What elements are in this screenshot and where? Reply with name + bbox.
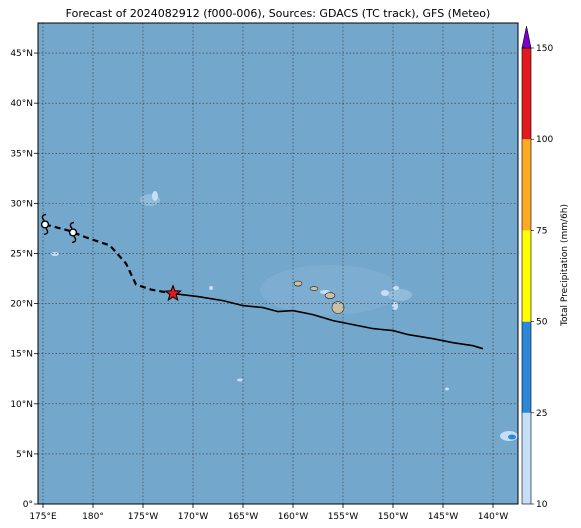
colorbar-tick-label: 150 <box>536 44 553 54</box>
colorbar-tick-label: 75 <box>536 226 547 236</box>
colorbar-tick-label: 100 <box>536 135 553 145</box>
lat-tick-label: 40°N <box>10 99 33 109</box>
lat-tick-label: 35°N <box>10 149 33 159</box>
colorbar-tick-label: 25 <box>536 409 547 419</box>
lon-tick-label: 175°E <box>29 512 57 522</box>
colorbar-bin <box>522 412 531 504</box>
lat-tick-label: 15°N <box>10 350 33 360</box>
lon-tick-label: 180° <box>82 512 104 522</box>
colorbar-bin <box>522 139 531 231</box>
lon-tick-label: 145°W <box>428 512 459 522</box>
colorbar-bin <box>522 230 531 322</box>
island <box>324 292 336 299</box>
colorbar-tick-label: 10 <box>536 500 548 510</box>
lon-tick-label: 150°W <box>378 512 409 522</box>
shallow-water-patch <box>388 289 412 301</box>
current-position-star-icon <box>164 284 182 302</box>
colorbar-bin <box>522 321 531 413</box>
colorbar-extend-triangle <box>521 25 532 49</box>
cyclone-symbols <box>40 213 78 244</box>
map-frame <box>37 22 519 505</box>
cyclone-icon <box>68 221 78 244</box>
lon-tick-label: 175°W <box>128 512 159 522</box>
lon-tick-label: 155°W <box>328 512 359 522</box>
lon-tick-label: 160°W <box>278 512 309 522</box>
precipitation-colorbar: 10 25 50 75 100 150 <box>521 25 553 510</box>
lat-tick-label: 30°N <box>10 199 33 209</box>
ocean-background <box>38 23 518 504</box>
hawaiian-islands <box>293 280 345 314</box>
cyclone-icon <box>40 213 50 236</box>
lat-tick-label: 5°N <box>16 450 33 460</box>
shallow-water-patch <box>260 265 400 315</box>
lon-tick-label: 140°W <box>478 512 509 522</box>
map-panel <box>38 23 518 504</box>
lat-tick-label: 25°N <box>10 249 33 259</box>
island <box>309 286 319 291</box>
colorbar-frame <box>521 47 532 505</box>
island <box>293 280 303 287</box>
lat-tick-label: 10°N <box>10 400 33 410</box>
forecast-track-line <box>172 292 484 350</box>
lon-tick-label: 165°W <box>228 512 259 522</box>
lon-tick-label: 170°W <box>178 512 209 522</box>
precipitation-areas <box>51 191 518 441</box>
island <box>331 301 345 314</box>
longitude-axis: 175°E 180° 175°W 170°W 165°W 160°W 155°W 150°W 1… <box>29 504 508 522</box>
map-title: Forecast of 2024082912 (f000-006), Sourc… <box>65 7 491 20</box>
latitude-axis: 0° 5°N 10°N 15°N 20°N 25°N 30°N 35°N 40°N 45°N <box>10 49 38 510</box>
lat-tick-label: 45°N <box>10 49 33 59</box>
lat-tick-label: 0° <box>23 500 33 510</box>
lat-tick-label: 20°N <box>10 300 33 310</box>
gridlines <box>38 23 518 504</box>
colorbar-label: Total Precipitation (mm/6h) <box>560 204 570 327</box>
colorbar-bin <box>522 48 531 140</box>
past-track-dashed-line <box>44 223 174 295</box>
colorbar-tick-label: 50 <box>536 318 548 328</box>
